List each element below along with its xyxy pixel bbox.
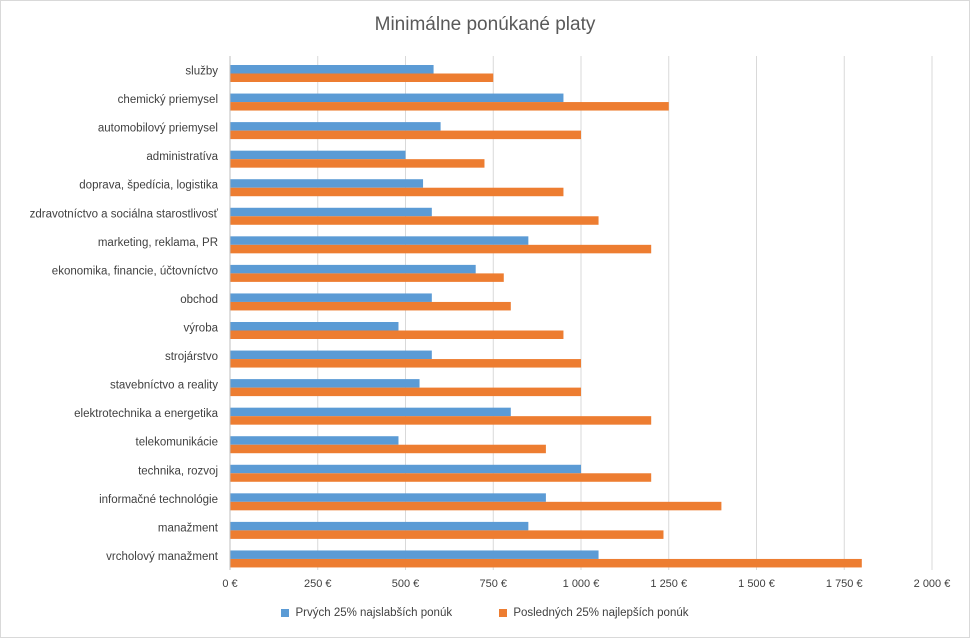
category-label-12: elektrotechnika a energetika xyxy=(74,408,218,420)
x-tick-label-7: 1 750 € xyxy=(826,578,863,590)
bar-weakest-11 xyxy=(230,379,420,388)
category-label-6: marketing, reklama, PR xyxy=(98,237,218,249)
chart-title: Minimálne ponúkané platy xyxy=(374,14,596,35)
x-tick-label-0: 0 € xyxy=(222,578,237,590)
bar-best-2 xyxy=(230,130,581,140)
category-label-5: zdravotníctvo a sociálna starostlivosť xyxy=(30,208,219,220)
bar-best-0 xyxy=(230,73,494,82)
legend-label-best: Posledných 25% najlepších ponúk xyxy=(513,607,689,619)
bar-best-14 xyxy=(230,473,652,482)
category-label-3: administratíva xyxy=(146,151,218,163)
x-tick-label-6: 1 500 € xyxy=(738,578,775,590)
bar-best-17 xyxy=(230,558,862,568)
bar-best-6 xyxy=(230,244,652,254)
category-label-10: strojárstvo xyxy=(165,351,218,363)
category-label-1: chemický priemysel xyxy=(118,94,218,106)
bar-weakest-12 xyxy=(230,407,511,417)
category-label-15: informačné technológie xyxy=(99,494,218,506)
bar-best-12 xyxy=(230,416,652,425)
bar-weakest-14 xyxy=(230,464,581,474)
category-label-4: doprava, špedícia, logistika xyxy=(79,180,218,192)
bar-best-10 xyxy=(230,359,581,368)
legend-swatch-weakest xyxy=(281,609,290,617)
bar-weakest-13 xyxy=(230,436,399,445)
category-label-11: stavebníctvo a reality xyxy=(110,380,218,392)
legend-item-weakest: Prvých 25% najslabších ponúk xyxy=(281,607,452,619)
bar-weakest-17 xyxy=(230,550,599,559)
category-label-17: vrcholový manažment xyxy=(106,551,219,563)
bar-weakest-3 xyxy=(230,150,406,160)
bar-weakest-15 xyxy=(230,493,546,502)
category-label-13: telekomunikácie xyxy=(136,437,218,449)
bar-weakest-4 xyxy=(230,179,424,188)
category-label-16: manažment xyxy=(158,522,219,534)
legend: Prvých 25% najslabších ponúk Posledných … xyxy=(0,607,970,620)
category-label-9: výroba xyxy=(183,323,218,335)
x-tick-label-8: 2 000 € xyxy=(914,578,951,590)
category-label-2: automobilový priemysel xyxy=(98,123,218,135)
legend-label-weakest: Prvých 25% najslabších ponúk xyxy=(295,607,453,619)
bar-best-15 xyxy=(230,501,722,511)
category-label-14: technika, rozvoj xyxy=(138,465,218,477)
bar-best-5 xyxy=(230,216,599,225)
bar-best-4 xyxy=(230,187,564,197)
category-label-0: služby xyxy=(185,66,218,78)
bar-chart: služby chemický priemysel automobilový pri… xyxy=(30,56,951,590)
bar-best-3 xyxy=(230,159,485,168)
bar-weakest-5 xyxy=(230,207,432,217)
bar-best-1 xyxy=(230,102,669,111)
category-label-8: obchod xyxy=(180,294,218,306)
bar-best-8 xyxy=(230,301,511,311)
bar-best-16 xyxy=(230,530,664,539)
category-label-7: ekonomika, financie, účtovníctvo xyxy=(52,265,218,277)
legend-item-best: Posledných 25% najlepších ponúk xyxy=(499,607,689,619)
bar-weakest-1 xyxy=(230,93,564,103)
bar-weakest-0 xyxy=(230,65,434,74)
bar-weakest-7 xyxy=(230,264,476,274)
bar-weakest-10 xyxy=(230,350,432,360)
x-tick-label-4: 1 000 € xyxy=(563,578,600,590)
bar-weakest-8 xyxy=(230,293,432,302)
bar-weakest-2 xyxy=(230,122,441,131)
legend-swatch-best xyxy=(499,609,508,617)
bar-weakest-9 xyxy=(230,322,399,331)
bar-best-13 xyxy=(230,444,546,454)
bar-best-7 xyxy=(230,273,504,282)
bar-best-11 xyxy=(230,387,581,397)
bar-best-9 xyxy=(230,330,564,339)
x-tick-label-5: 1 250 € xyxy=(650,578,687,590)
x-tick-label-3: 750 € xyxy=(479,578,507,590)
bar-weakest-6 xyxy=(230,236,529,245)
x-tick-label-1: 250 € xyxy=(304,578,332,590)
bar-weakest-16 xyxy=(230,521,529,531)
x-tick-label-2: 500 € xyxy=(392,578,420,590)
